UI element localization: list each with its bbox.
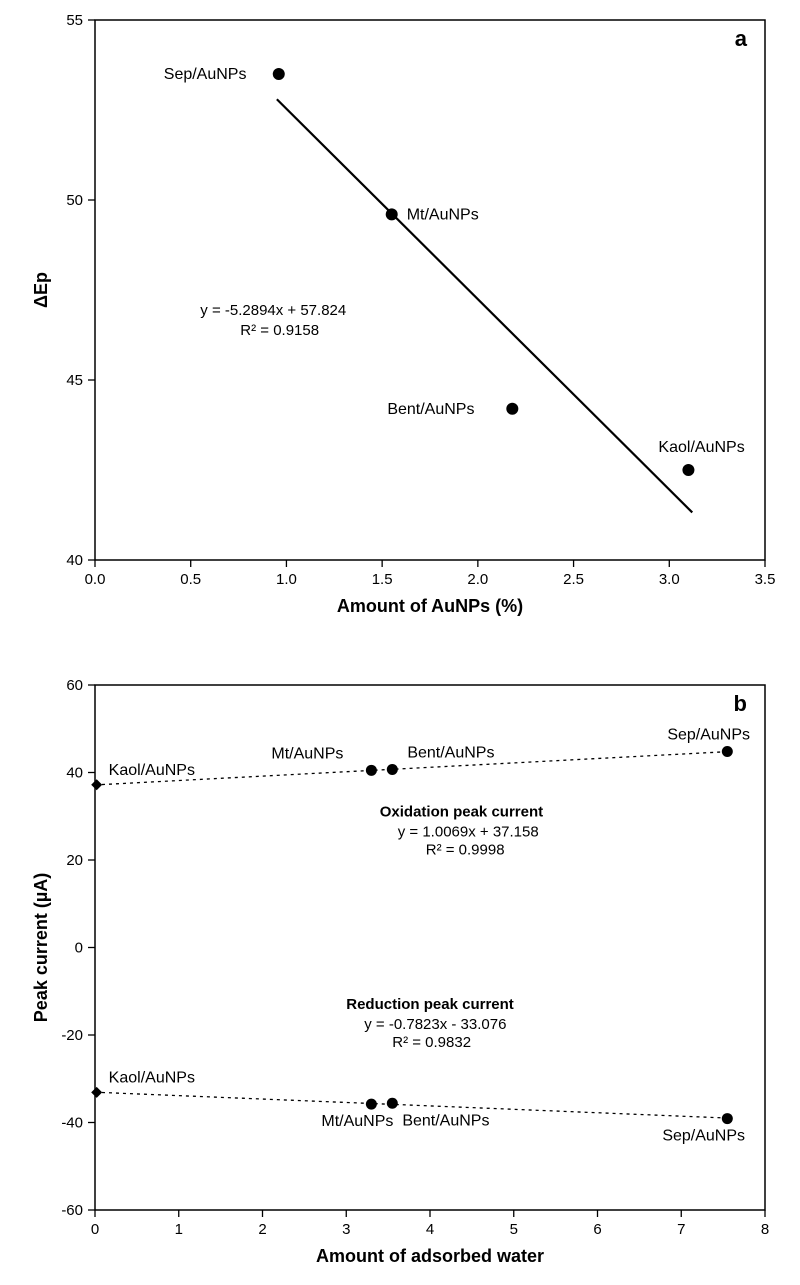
x-tick-label: 2 <box>258 1221 266 1238</box>
x-tick-label: 0 <box>91 1221 99 1238</box>
series-title: Oxidation peak current <box>380 803 543 820</box>
data-point-label: Kaol/AuNPs <box>658 439 744 456</box>
x-axis-label: Amount of adsorbed water <box>316 1246 544 1266</box>
equation-text: R² = 0.9998 <box>426 841 505 858</box>
x-tick-label: 4 <box>426 1221 434 1238</box>
data-point <box>366 765 377 776</box>
x-tick-label: 7 <box>677 1221 685 1238</box>
equation-text: y = -5.2894x + 57.824 <box>200 302 346 319</box>
y-axis-label: Peak current (µA) <box>31 873 51 1022</box>
figure-canvas: 0.00.51.01.52.02.53.03.540455055Amount o… <box>0 0 800 1285</box>
data-point-label: Bent/AuNPs <box>402 1112 489 1129</box>
data-point <box>682 464 694 476</box>
x-tick-label: 1.5 <box>372 571 393 588</box>
data-point <box>387 764 398 775</box>
y-tick-label: 20 <box>66 852 83 869</box>
series-title: Reduction peak current <box>346 996 514 1013</box>
equation-text: R² = 0.9158 <box>240 322 319 339</box>
x-tick-label: 1 <box>175 1221 183 1238</box>
y-axis-label: ΔEp <box>31 272 51 308</box>
data-point-label: Bent/AuNPs <box>407 744 494 761</box>
y-tick-label: 60 <box>66 677 83 694</box>
equation-text: y = 1.0069x + 37.158 <box>398 823 539 840</box>
data-point-label: Sep/AuNPs <box>662 1128 745 1145</box>
data-point-label: Mt/AuNPs <box>271 745 343 762</box>
x-tick-label: 2.0 <box>467 571 488 588</box>
x-tick-label: 5 <box>510 1221 518 1238</box>
y-tick-label: -40 <box>61 1115 83 1132</box>
x-tick-label: 6 <box>593 1221 601 1238</box>
data-point-label: Kaol/AuNPs <box>109 762 195 779</box>
y-tick-label: -60 <box>61 1202 83 1219</box>
panel-label: b <box>734 691 747 716</box>
data-point <box>273 68 285 80</box>
x-tick-label: 8 <box>761 1221 769 1238</box>
chart-b: 0 1 2 3 4 5 6 7 8 -60 -40 -20 0 20 40 60 Amount of adsor… <box>31 677 769 1266</box>
x-tick-label: 1.0 <box>276 571 297 588</box>
panel-label: a <box>735 26 748 51</box>
x-tick-label: 0.5 <box>180 571 201 588</box>
x-tick-label: 3 <box>342 1221 350 1238</box>
data-point-label: Kaol/AuNPs <box>109 1069 195 1086</box>
equation-text: R² = 0.9832 <box>392 1034 471 1051</box>
x-tick-label: 3.5 <box>755 571 776 588</box>
data-point-label: Sep/AuNPs <box>164 66 247 83</box>
data-point <box>722 1113 733 1124</box>
y-tick-label: 45 <box>66 372 83 389</box>
data-point-label: Bent/AuNPs <box>387 401 474 418</box>
y-tick-label: 55 <box>66 12 83 29</box>
data-point-label: Mt/AuNPs <box>321 1113 393 1130</box>
equation-text: y = -0.7823x - 33.076 <box>364 1016 506 1033</box>
y-tick-label: 40 <box>66 765 83 782</box>
data-point <box>366 1099 377 1110</box>
y-tick-label: 50 <box>66 192 83 209</box>
data-point <box>387 1098 398 1109</box>
x-tick-label: 0.0 <box>85 571 106 588</box>
x-tick-label: 3.0 <box>659 571 680 588</box>
y-tick-label: -20 <box>61 1027 83 1044</box>
x-axis-label: Amount of AuNPs (%) <box>337 596 523 616</box>
data-point <box>506 403 518 415</box>
chart-a: 0.0 0.5 1.0 1.5 2.0 2.5 3.0 3.5 40 45 50 55 Amount o… <box>31 12 775 616</box>
y-tick-label: 0 <box>75 940 83 957</box>
data-point-label: Mt/AuNPs <box>407 206 479 223</box>
y-tick-label: 40 <box>66 552 83 569</box>
plot-area <box>95 20 765 560</box>
data-point-label: Sep/AuNPs <box>667 727 750 744</box>
data-point <box>386 208 398 220</box>
x-tick-label: 2.5 <box>563 571 584 588</box>
data-point <box>722 746 733 757</box>
